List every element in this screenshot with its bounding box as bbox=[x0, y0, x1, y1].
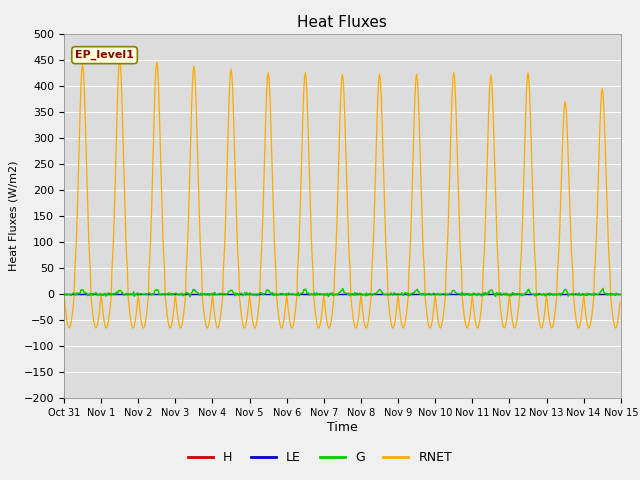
G bbox=[60, 291, 68, 297]
Legend: H, LE, G, RNET: H, LE, G, RNET bbox=[183, 446, 457, 469]
H bbox=[128, 291, 136, 297]
LE bbox=[185, 291, 193, 297]
LE bbox=[412, 291, 419, 297]
LE bbox=[214, 291, 221, 297]
H bbox=[60, 291, 68, 297]
RNET bbox=[128, 324, 136, 329]
LE bbox=[79, 291, 86, 297]
H bbox=[412, 291, 419, 297]
G bbox=[184, 291, 191, 297]
RNET bbox=[116, 57, 124, 62]
LE bbox=[128, 291, 136, 297]
LE bbox=[70, 291, 78, 297]
G bbox=[127, 291, 135, 297]
LE bbox=[428, 291, 435, 297]
Line: RNET: RNET bbox=[64, 60, 620, 328]
Y-axis label: Heat Fluxes (W/m2): Heat Fluxes (W/m2) bbox=[8, 161, 18, 271]
RNET bbox=[214, 325, 221, 331]
RNET bbox=[616, 299, 624, 305]
G bbox=[599, 286, 607, 291]
Title: Heat Fluxes: Heat Fluxes bbox=[298, 15, 387, 30]
H bbox=[428, 291, 435, 297]
H bbox=[116, 291, 124, 297]
G bbox=[186, 294, 194, 300]
H bbox=[616, 291, 624, 297]
G bbox=[427, 292, 435, 298]
RNET bbox=[412, 90, 419, 96]
Text: EP_level1: EP_level1 bbox=[75, 50, 134, 60]
RNET bbox=[60, 291, 68, 297]
G bbox=[70, 291, 78, 297]
H bbox=[186, 291, 193, 297]
RNET bbox=[70, 295, 78, 300]
LE bbox=[342, 291, 349, 297]
RNET bbox=[185, 215, 193, 221]
H bbox=[215, 291, 223, 297]
RNET bbox=[362, 325, 370, 331]
Line: G: G bbox=[64, 288, 620, 297]
G bbox=[410, 289, 418, 295]
H bbox=[161, 291, 169, 297]
LE bbox=[60, 291, 68, 297]
X-axis label: Time: Time bbox=[327, 421, 358, 434]
RNET bbox=[428, 323, 435, 328]
H bbox=[70, 291, 78, 297]
LE bbox=[616, 291, 624, 297]
G bbox=[214, 291, 221, 297]
G bbox=[616, 292, 624, 298]
